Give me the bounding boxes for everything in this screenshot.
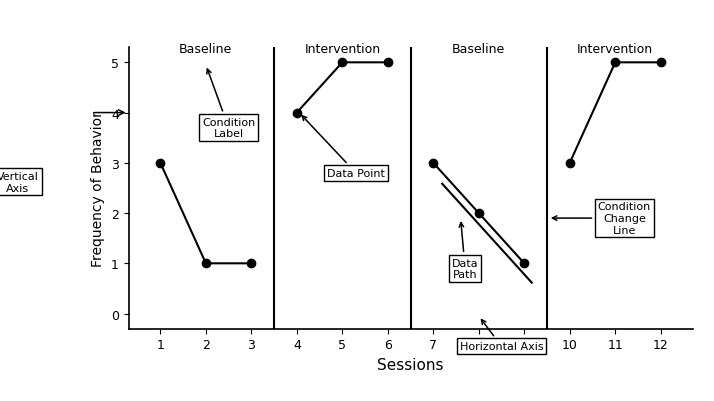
- Text: Condition
Label: Condition Label: [202, 70, 255, 139]
- X-axis label: Sessions: Sessions: [377, 357, 444, 372]
- Text: Condition
Change
Line: Condition Change Line: [553, 202, 651, 235]
- Text: Baseline: Baseline: [452, 43, 506, 56]
- Text: Vertical
Axis: Vertical Axis: [0, 172, 39, 193]
- Y-axis label: Frequency of Behavior: Frequency of Behavior: [91, 111, 105, 266]
- Text: Intervention: Intervention: [304, 43, 381, 56]
- Text: Data
Path: Data Path: [452, 223, 478, 279]
- Text: Horizontal Axis: Horizontal Axis: [460, 320, 543, 351]
- Text: Data Point: Data Point: [302, 117, 385, 178]
- Text: Baseline: Baseline: [179, 43, 233, 56]
- Text: Intervention: Intervention: [577, 43, 653, 56]
